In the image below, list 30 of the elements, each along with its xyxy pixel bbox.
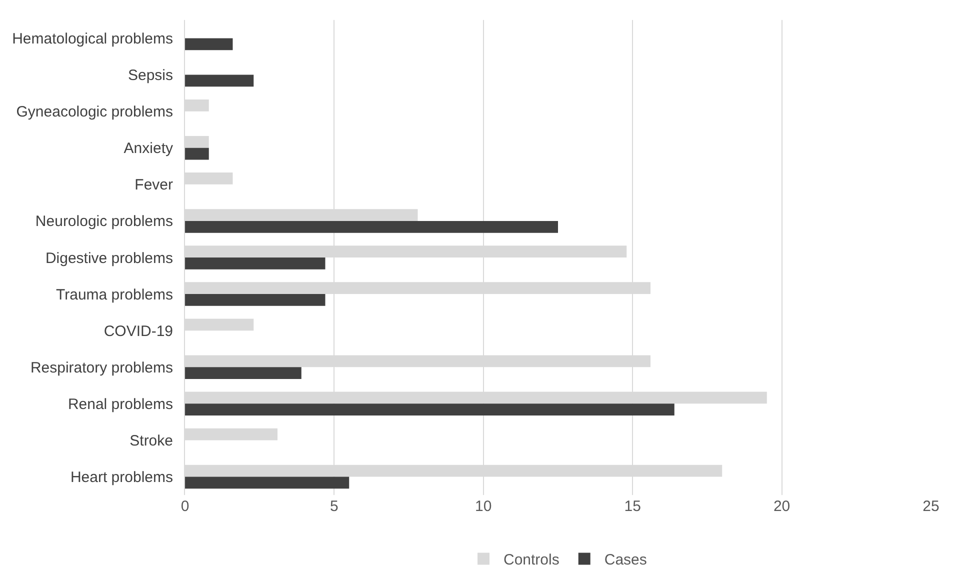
x-tick-label: 0 bbox=[180, 498, 190, 515]
y-tick-label: Heart problems bbox=[70, 468, 173, 486]
legend-label: Controls bbox=[504, 552, 560, 569]
bar bbox=[185, 294, 326, 306]
bar bbox=[185, 38, 233, 50]
y-tick-label: Stroke bbox=[130, 432, 173, 450]
y-tick-label: Digestive problems bbox=[45, 250, 173, 267]
y-tick-label: Respiratory problems bbox=[30, 359, 173, 376]
y-tick-label: Renal problems bbox=[68, 396, 173, 413]
y-tick-label: Sepsis bbox=[128, 67, 173, 84]
bar bbox=[185, 148, 209, 160]
y-tick-label: Neurologic problems bbox=[35, 213, 173, 230]
y-tick-label: Gyneacologic problems bbox=[16, 104, 173, 121]
x-tick-label: 10 bbox=[475, 498, 492, 515]
bar bbox=[185, 476, 350, 489]
y-tick-label: Trauma problems bbox=[56, 286, 173, 304]
y-tick-label: Fever bbox=[134, 176, 174, 194]
y-tick-label: COVID-19 bbox=[104, 322, 173, 340]
bar bbox=[185, 220, 558, 233]
y-tick-label: Hematological problems bbox=[12, 30, 173, 48]
bar bbox=[185, 367, 302, 379]
bar bbox=[185, 74, 254, 87]
x-tick-label: 20 bbox=[773, 498, 790, 515]
x-tick-label: 15 bbox=[624, 498, 641, 515]
legend-label: Cases bbox=[604, 552, 647, 569]
bar bbox=[185, 258, 326, 270]
x-tick-label: 25 bbox=[922, 498, 940, 515]
y-tick-label: Anxiety bbox=[124, 140, 174, 158]
x-tick-label: 5 bbox=[330, 498, 338, 515]
bar bbox=[185, 404, 674, 416]
